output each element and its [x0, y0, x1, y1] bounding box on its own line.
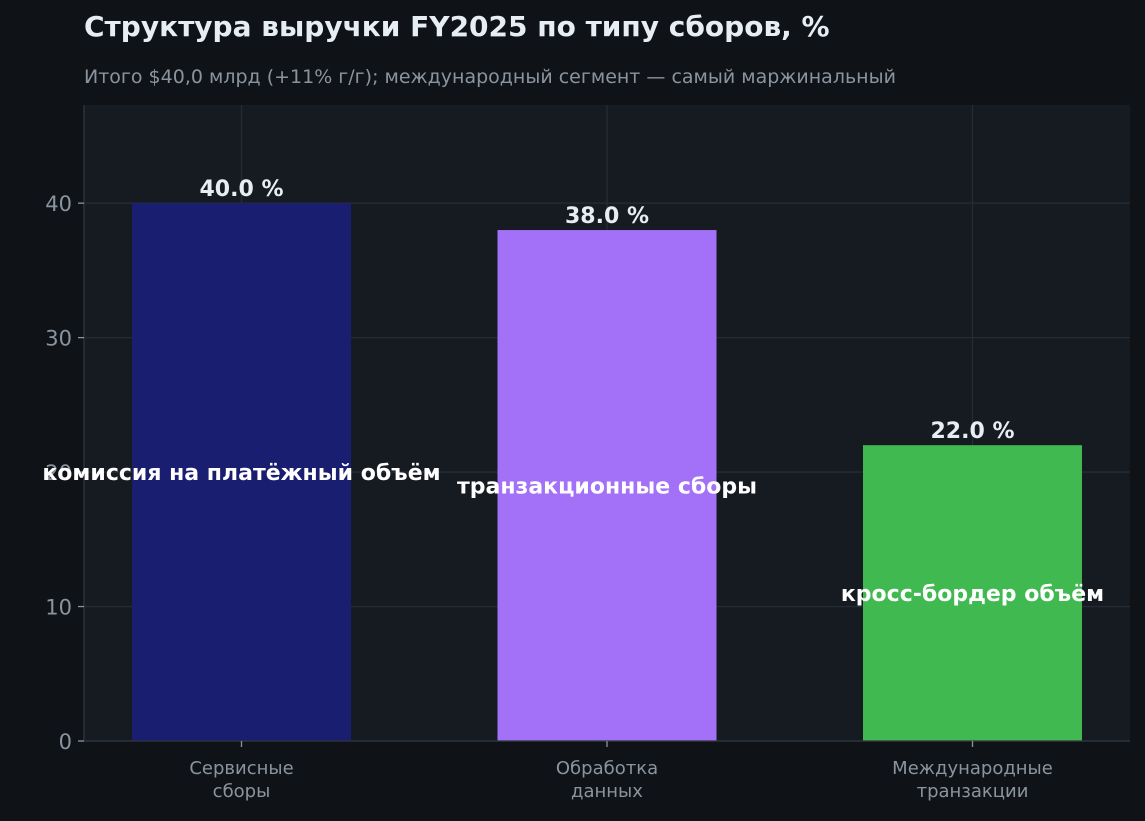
x-tick-label-line: сборы	[213, 781, 271, 802]
x-tick-label: Международные транзакции	[892, 758, 1053, 802]
value-label: 38.0 %	[565, 204, 649, 229]
value-label: 22.0 %	[931, 419, 1015, 444]
chart-subtitle: Итого $40,0 млрд (+11% г/г); международн…	[84, 66, 896, 88]
y-tick-label: 0	[59, 730, 72, 754]
bar	[863, 445, 1082, 741]
x-tick-label: Обработка данных	[556, 758, 658, 802]
y-tick-label: 40	[45, 192, 72, 216]
x-tick-label-line: данных	[571, 781, 643, 802]
x-tick-label-line: транзакции	[917, 781, 1029, 802]
y-tick-label: 20	[45, 461, 72, 485]
x-tick-label-line: Сервисные	[189, 758, 293, 779]
inside-label: комиссия на платёжный объём	[42, 461, 440, 486]
inside-label: кросс-бордер объём	[841, 582, 1104, 607]
x-tick-label: Сервисные сборы	[189, 758, 293, 802]
x-tick-label-line: Обработка	[556, 758, 658, 779]
bar	[132, 203, 351, 742]
bar	[497, 230, 717, 741]
axes: 0 10 20 30 40 Сервисные сборы Обработка данных Ме…	[45, 105, 1130, 802]
inside-label: транзакционные сборы	[457, 475, 757, 500]
chart-title: Структура выручки FY2025 по типу сборов,…	[84, 10, 830, 43]
value-label: 40.0 %	[200, 177, 284, 202]
labels: 40.0 % комиссия на платёжный объём 38.0 % т…	[42, 177, 1104, 607]
y-tick-label: 10	[45, 596, 72, 620]
x-tick-label-line: Международные	[892, 758, 1053, 779]
y-tick-label: 30	[45, 327, 72, 351]
bars	[132, 203, 1082, 742]
